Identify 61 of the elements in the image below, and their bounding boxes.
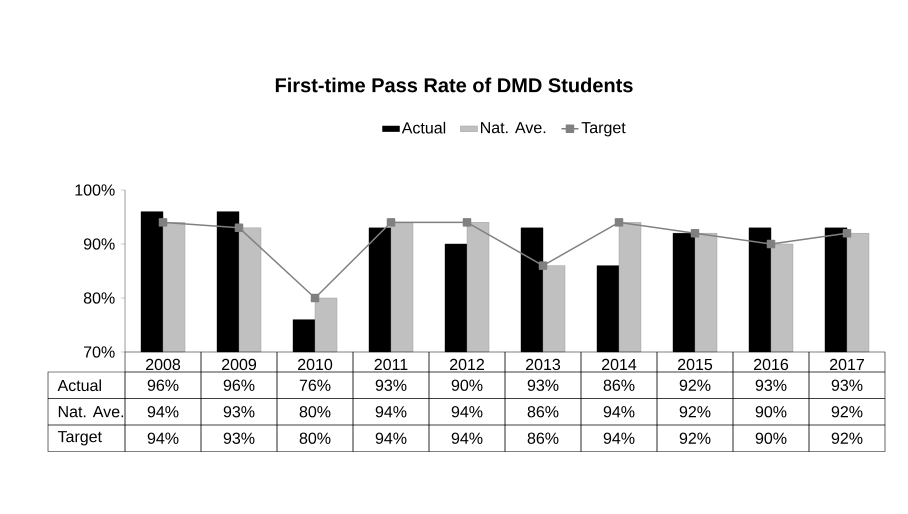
y-tick-label: 100% [76,184,115,196]
data-label: 80% [300,406,330,418]
data-label: 86% [528,432,558,444]
data-label: 90% [756,406,786,418]
x-tick-label: 2009 [222,358,256,370]
data-label: 92% [832,406,862,418]
point [766,240,776,248]
y-tick-label: 80% [84,292,115,304]
y-tick-label: 90% [84,238,115,250]
x-tick-label: 2016 [754,358,788,370]
point [842,228,852,238]
x-tick-label: 2012 [450,358,484,370]
data-label: 96% [224,380,254,391]
text: Nat. Ave. [58,406,124,418]
text: Target [58,431,102,446]
x-tick-label: 2008 [146,358,180,370]
data-label: 92% [832,432,862,444]
x-tick-label: 2014 [602,358,636,370]
legend-label: Nat. Ave. [481,122,546,134]
data-label: 80% [300,432,330,444]
data-label: 96% [148,380,178,391]
data-label: 76% [300,380,330,391]
data-label: 94% [604,432,634,444]
x-tick-label: 2011 [374,358,408,370]
x-tick-label: 2017 [830,358,864,370]
y-tick-label: 70% [84,346,115,358]
point [310,294,320,302]
data-label: 86% [604,380,634,391]
data-label: 86% [528,406,558,418]
x-tick-label: 2013 [526,358,560,370]
legend-label: Target [582,122,626,136]
point [386,218,396,227]
data-label: 93% [528,380,558,391]
data-label: 94% [148,406,178,418]
text: Actual [58,379,101,392]
data-label: 90% [452,380,482,391]
data-label: 90% [756,432,786,444]
legend-label: Actual [402,122,446,134]
data-label: 94% [148,432,178,444]
data-label: 92% [680,406,710,418]
data-label: 92% [680,380,710,391]
data-label: 94% [452,406,482,418]
data-label: 94% [376,432,406,444]
point [614,218,624,227]
data-label: 93% [224,406,254,418]
chart-title: First-time Pass Rate of DMD Students [276,78,633,92]
x-tick-label: 2010 [298,358,332,370]
x-tick-label: 2015 [678,358,712,370]
data-label: 94% [376,406,406,418]
point [462,218,472,227]
point [690,228,700,238]
data-label: 93% [224,432,254,444]
data-label: 92% [680,432,710,444]
point [158,218,168,227]
data-label: 93% [756,380,786,391]
data-label: 94% [452,432,482,444]
point [234,224,244,232]
point [538,261,548,270]
data-label: 93% [376,380,406,391]
data-label: 93% [832,380,862,391]
data-label: 94% [604,406,634,418]
